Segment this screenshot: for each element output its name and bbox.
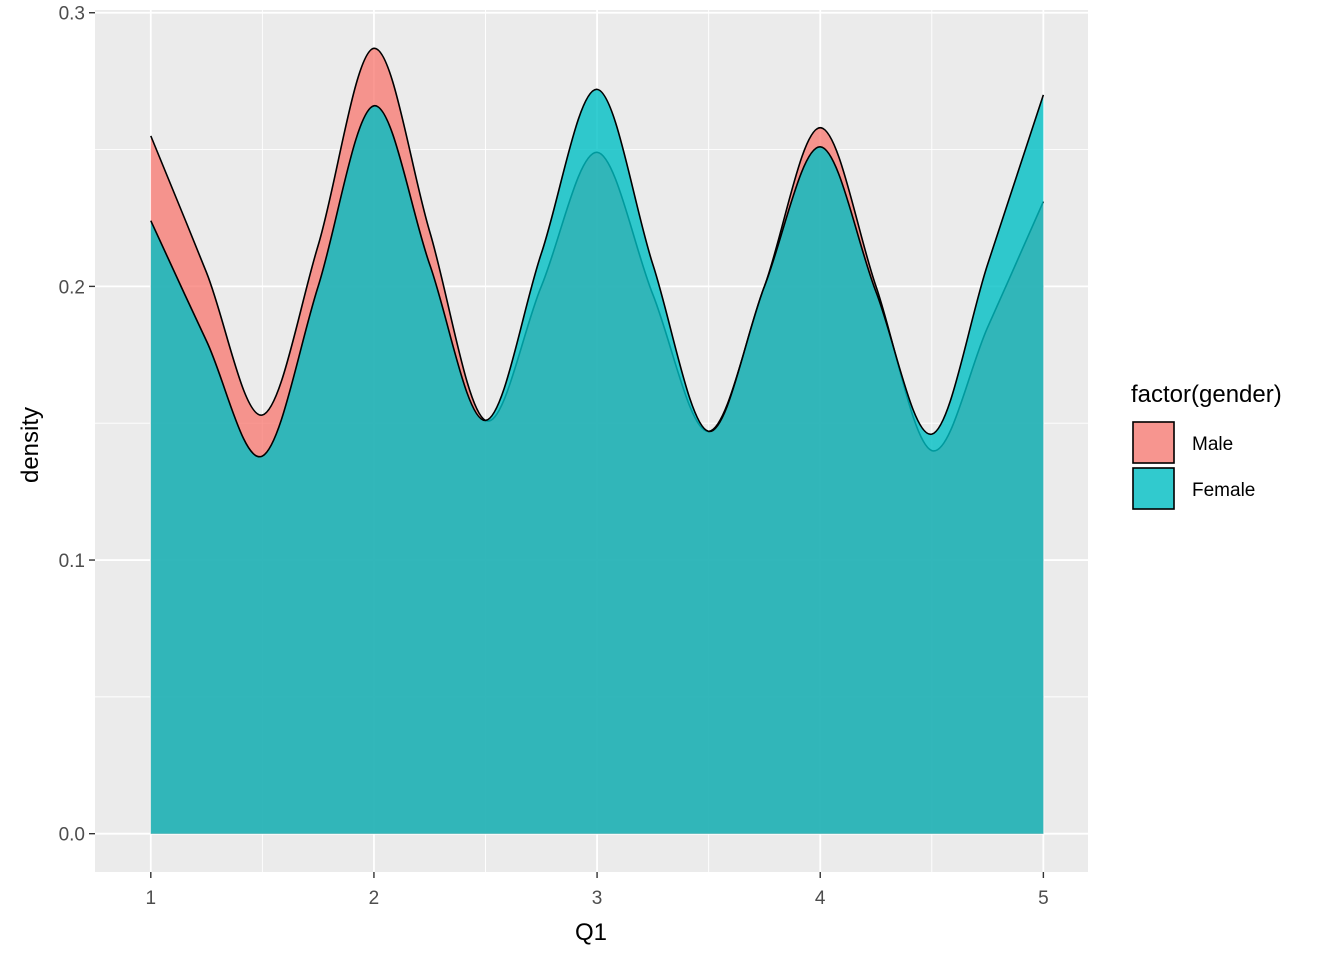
- legend-title: factor(gender): [1131, 381, 1282, 408]
- legend-label-female: Female: [1192, 480, 1255, 501]
- density-area-female: [150, 89, 1044, 834]
- y-tick-label: 0.1: [59, 551, 85, 572]
- y-tick-label: 0.0: [59, 825, 85, 846]
- legend-key-male: [1132, 421, 1175, 464]
- legend: factor(gender) Male Female: [1131, 381, 1282, 510]
- x-axis: 1 2 3 4 5: [145, 872, 1049, 909]
- x-axis-title: Q1: [575, 919, 607, 946]
- x-tick-label: 2: [369, 888, 380, 909]
- x-tick-label: 5: [1038, 888, 1049, 909]
- density-line-female: [150, 88, 1045, 458]
- legend-label-male: Male: [1192, 434, 1233, 455]
- x-tick-label: 4: [815, 888, 826, 909]
- y-axis-title: density: [17, 407, 44, 483]
- legend-key-female: [1132, 467, 1175, 510]
- x-tick-label: 3: [592, 888, 603, 909]
- density-areas: [150, 47, 1045, 834]
- y-axis: 0.0 0.1 0.2 0.3: [59, 4, 95, 846]
- y-tick-label: 0.3: [59, 4, 85, 25]
- y-tick-label: 0.2: [59, 277, 85, 298]
- x-tick-label: 1: [145, 888, 156, 909]
